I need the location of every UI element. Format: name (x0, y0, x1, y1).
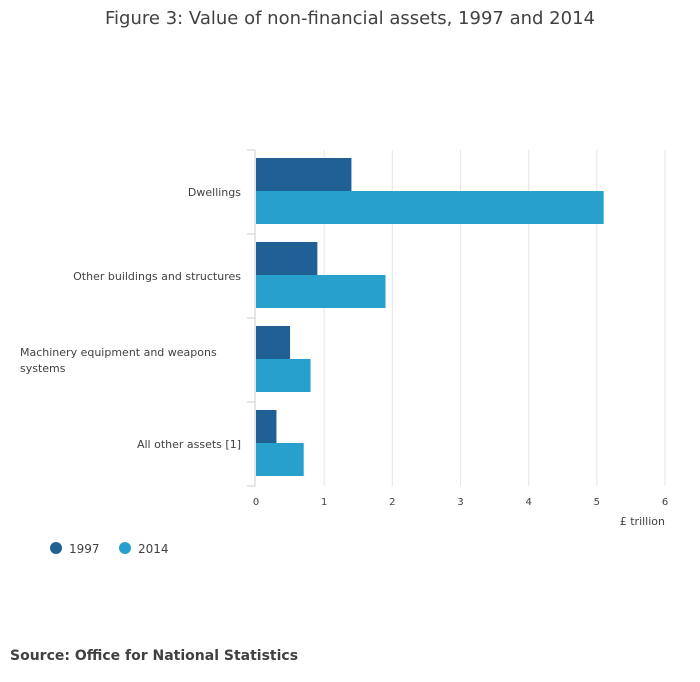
x-tick-label: 4 (525, 497, 531, 508)
legend-swatch (119, 542, 131, 554)
bars (256, 158, 604, 476)
bar-1997-2[interactable] (256, 326, 291, 359)
legend-item-1997[interactable]: 1997 (50, 542, 100, 556)
x-tick-label: 1 (321, 497, 327, 508)
category-label: Other buildings and structures (73, 270, 241, 283)
bar-2014-1[interactable] (256, 275, 386, 308)
category-labels: Dwellings Other buildings and structures M… (20, 186, 241, 451)
x-tick-label: 0 (253, 497, 259, 508)
x-axis-title: £ trillion (620, 515, 665, 528)
legend-swatch (50, 542, 62, 554)
bar-1997-1[interactable] (256, 242, 318, 275)
bar-2014-2[interactable] (256, 359, 311, 392)
x-tick-label: 3 (457, 497, 463, 508)
source-note: Source: Office for National Statistics (10, 648, 298, 664)
x-tick-label: 5 (594, 497, 600, 508)
legend-item-2014[interactable]: 2014 (119, 542, 169, 556)
category-label: Dwellings (188, 186, 241, 199)
bar-1997-0[interactable] (256, 158, 352, 191)
legend-label: 2014 (138, 542, 169, 556)
x-tick-label: 6 (662, 497, 668, 508)
chart-title: Figure 3: Value of non-financial assets,… (105, 8, 595, 29)
legend-label: 1997 (69, 542, 100, 556)
legend: 1997 2014 (50, 542, 169, 556)
bar-2014-3[interactable] (256, 443, 304, 476)
category-label: Machinery equipment and weapons systems (20, 346, 217, 375)
x-tick-labels: 0 1 2 3 4 5 6 (253, 497, 668, 508)
bar-1997-3[interactable] (256, 410, 277, 443)
category-label: All other assets [1] (137, 438, 241, 451)
x-tick-label: 2 (389, 497, 395, 508)
category-axis (247, 149, 256, 487)
bar-2014-0[interactable] (256, 191, 604, 224)
